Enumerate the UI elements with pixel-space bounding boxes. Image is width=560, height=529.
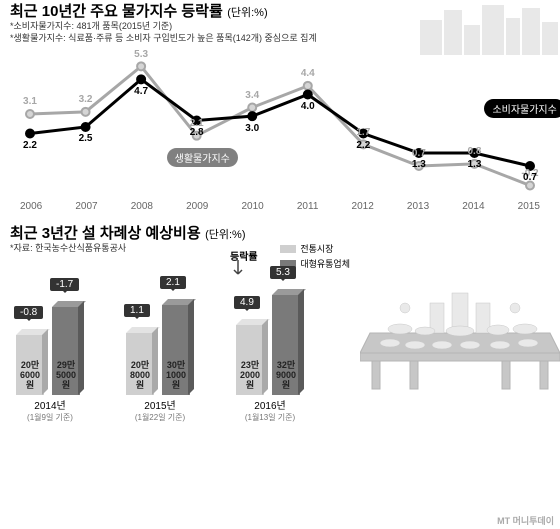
bar-pair: 20만8000원 1.1 30만1000원 2.1 <box>126 265 194 395</box>
chart-value-label: 1.7 <box>356 127 370 138</box>
bar-group: 20만6000원 -0.8 29만5000원 -1.7 2014년(1월9일 기준) <box>10 265 90 423</box>
bar-group-year: 2016년 <box>254 397 285 412</box>
bar-a: 23만2000원 <box>236 325 268 395</box>
callout-living-index: 생활물가지수 <box>167 148 238 167</box>
bar-a: 20만6000원 <box>16 335 48 395</box>
bar-b: 32만9000원 <box>272 295 304 395</box>
bar-value-label: 29만5000원 <box>52 361 80 391</box>
bar-rate-tag: 4.9 <box>234 296 260 309</box>
callout-consumer-index: 소비자물가지수 <box>484 99 560 118</box>
top-title: 최근 10년간 주요 물가지수 등락률 <box>10 3 223 20</box>
bar-rate-tag: 1.1 <box>124 304 150 317</box>
top-unit: (단위:%) <box>227 7 267 19</box>
bar-rate-tag: 5.3 <box>270 266 296 279</box>
bar-group: 20만8000원 1.1 30만1000원 2.1 2015년(1월22일 기준) <box>120 265 200 423</box>
chart-value-label: 2.2 <box>356 140 370 151</box>
x-axis-year: 2006 <box>20 201 42 212</box>
x-axis-year: 2008 <box>131 201 153 212</box>
chart-value-label: 3.2 <box>79 94 93 105</box>
x-axis-year: 2010 <box>242 201 264 212</box>
chart-value-label: 3.1 <box>23 96 37 107</box>
x-axis-year: 2007 <box>75 201 97 212</box>
bar-a: 20만8000원 <box>126 333 158 395</box>
legend-row-a: 전통시장 <box>280 242 350 255</box>
x-axis-year: 2014 <box>462 201 484 212</box>
x-axis-year: 2012 <box>352 201 374 212</box>
footer-brand: MT 머니투데이 <box>497 514 554 527</box>
bar-value-label: 23만2000원 <box>236 361 264 391</box>
bottom-title-row: 최근 3년간 설 차례상 예상비용 (단위:%) <box>10 222 550 243</box>
x-axis-year: 2009 <box>186 201 208 212</box>
chart-value-label: 0.7 <box>412 148 426 159</box>
bar-group-date: (1월9일 기준) <box>27 412 73 423</box>
bottom-title: 최근 3년간 설 차례상 예상비용 <box>10 225 201 242</box>
top-title-row: 최근 10년간 주요 물가지수 등락률 (단위:%) <box>10 0 550 21</box>
legend-label-a: 전통시장 <box>300 242 333 255</box>
chart-value-label: 1.3 <box>467 159 481 170</box>
chart-value-label: 5.3 <box>134 49 148 60</box>
chart-value-label: 0.8 <box>467 146 481 157</box>
bar-rate-tag: -0.8 <box>14 306 43 319</box>
bar-rate-tag: -1.7 <box>50 278 79 291</box>
bar-pair: 20만6000원 -0.8 29만5000원 -1.7 <box>16 265 84 395</box>
top-note-1: *소비자물가지수: 481개 품목(2015년 기준) <box>10 21 550 33</box>
chart-value-label: 1.3 <box>412 159 426 170</box>
chart-value-label: 2.8 <box>190 127 204 138</box>
bar-value-label: 32만9000원 <box>272 361 300 391</box>
bar-group: 23만2000원 4.9 32만9000원 5.3 2016년(1월13일 기준) <box>230 265 310 423</box>
line-chart-x-axis: 2006 2007 2008 2009 2010 2011 2012 2013 2014 2015 <box>10 201 550 212</box>
chart-value-label: 2.2 <box>23 140 37 151</box>
line-chart: 생활물가지수 소비자물가지수 2006200720082009201020112… <box>10 52 550 212</box>
bar-group-date: (1월13일 기준) <box>245 412 295 423</box>
bar-group-year: 2014년 <box>34 397 65 412</box>
legend-swatch-a <box>280 245 296 253</box>
bar-group-year: 2015년 <box>144 397 175 412</box>
bottom-unit: (단위:%) <box>205 229 245 241</box>
chart-value-label: 3.0 <box>245 123 259 134</box>
bottom-chart-section: 최근 3년간 설 차례상 예상비용 (단위:%) *자료: 한국농수산식품유통공… <box>10 222 550 423</box>
x-axis-year: 2011 <box>297 201 319 212</box>
bar-b: 29만5000원 <box>52 307 84 395</box>
chart-value-label: 4.4 <box>301 68 315 79</box>
chart-value-label: 2.5 <box>79 133 93 144</box>
chart-value-label: 4.0 <box>301 101 315 112</box>
top-chart-section: 최근 10년간 주요 물가지수 등락률 (단위:%) *소비자물가지수: 481… <box>10 0 550 212</box>
x-axis-year: 2013 <box>407 201 429 212</box>
chart-value-label: 0.7 <box>523 172 537 183</box>
x-axis-year: 2015 <box>518 201 540 212</box>
bar-value-label: 20만6000원 <box>16 361 44 391</box>
bar-value-label: 30만1000원 <box>162 361 190 391</box>
bar-group-date: (1월22일 기준) <box>135 412 185 423</box>
chart-value-label: 4.7 <box>134 86 148 97</box>
bar-rate-tag: 2.1 <box>160 276 186 289</box>
bar-pair: 23만2000원 4.9 32만9000원 5.3 <box>236 265 304 395</box>
top-note-2: *생활물가지수: 식료품·주류 등 소비자 구입빈도가 높은 품목(142개) … <box>10 33 550 45</box>
bar-groups: 20만6000원-0.829만5000원-1.72014년(1월9일 기준)20… <box>10 265 550 423</box>
bar-value-label: 20만8000원 <box>126 361 154 391</box>
line-chart-svg <box>10 52 550 212</box>
bar-b: 30만1000원 <box>162 305 194 395</box>
chart-value-label: 3.4 <box>245 90 259 101</box>
